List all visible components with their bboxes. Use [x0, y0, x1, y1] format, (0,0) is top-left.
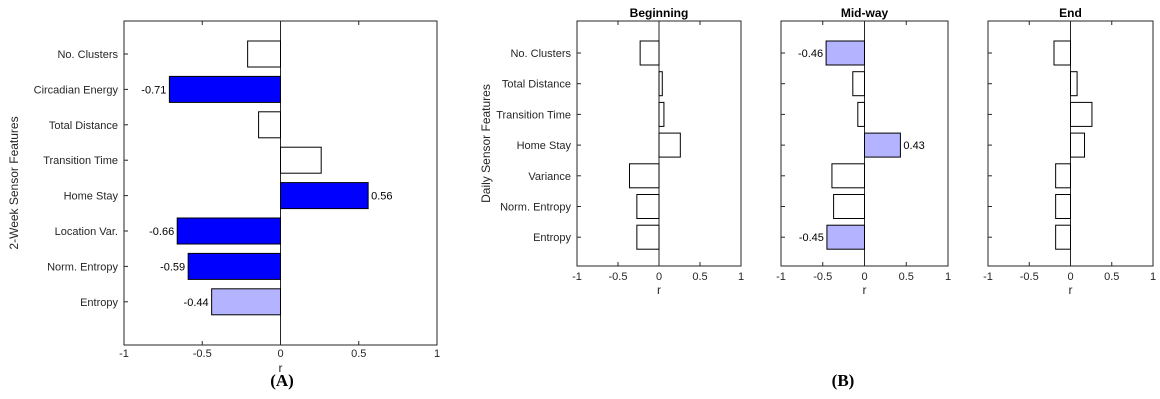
panel-label-a: (A) — [270, 371, 294, 390]
x-tick-label: -1 — [983, 271, 993, 283]
x-tick-label: 0.5 — [1104, 271, 1119, 283]
x-tick-label: -0.5 — [1020, 271, 1039, 283]
x-tick-label: -1 — [572, 271, 582, 283]
x-tick-label: -0.5 — [193, 348, 212, 360]
category-label: Variance — [528, 171, 571, 183]
data-label: 0.56 — [371, 191, 392, 203]
x-tick-label: 0.5 — [351, 348, 366, 360]
bar — [1055, 224, 1072, 250]
x-tick-label: -1 — [776, 271, 786, 283]
x-axis-label: r — [657, 283, 661, 297]
x-tick-label: 0.5 — [692, 271, 707, 283]
category-label: Norm. Entropy — [47, 261, 118, 273]
bar — [1053, 40, 1071, 66]
bar — [857, 101, 866, 127]
data-label: -0.44 — [184, 297, 209, 309]
x-axis-label: r — [863, 283, 867, 297]
bar — [831, 163, 865, 189]
data-label: -0.66 — [149, 226, 174, 238]
x-tick-label: -0.5 — [609, 271, 628, 283]
x-tick-label: -0.5 — [813, 271, 832, 283]
x-axis-label: r — [279, 361, 283, 375]
x-tick-label: 1 — [1150, 271, 1156, 283]
bar — [258, 111, 281, 139]
bar — [280, 182, 369, 210]
panel-title: Beginning — [630, 6, 689, 20]
category-label: Location Var. — [55, 226, 118, 238]
bar — [1055, 163, 1072, 189]
bar — [176, 217, 282, 245]
bar — [636, 194, 660, 219]
x-tick-label: 0 — [861, 271, 867, 283]
x-axis-label: r — [1069, 283, 1073, 297]
data-label: -0.71 — [141, 84, 166, 96]
category-label: Circadian Energy — [34, 84, 119, 96]
category-label: Home Stay — [64, 191, 119, 203]
panel-title: End — [1059, 6, 1082, 20]
data-label: -0.46 — [798, 48, 823, 60]
bar — [628, 163, 660, 189]
bar — [639, 40, 660, 66]
y-axis-label: Daily Sensor Features — [479, 84, 493, 203]
bar — [168, 75, 281, 103]
bar — [280, 146, 322, 174]
bar — [864, 132, 901, 158]
data-label: 0.43 — [903, 140, 924, 152]
category-label: No. Clusters — [510, 48, 571, 60]
category-label: Entropy — [533, 232, 571, 244]
category-label: Home Stay — [517, 140, 572, 152]
chart-panel-b-end: -1 -0.5 0 0.5 1 r End — [983, 6, 1156, 297]
category-label: Entropy — [80, 297, 118, 309]
x-tick-label: 1 — [434, 348, 440, 360]
bar — [852, 71, 865, 97]
data-label: -0.45 — [799, 232, 824, 244]
x-tick-label: 0 — [1067, 271, 1073, 283]
category-label: Transition Time — [496, 109, 571, 121]
chart-panel-a: -1 -0.5 0 0.5 1 r 2-Week Sensor Features No. Cl… — [7, 20, 440, 375]
y-axis-label: 2-Week Sensor Features — [7, 116, 21, 249]
panel-title: Mid-way — [841, 6, 889, 20]
x-tick-label: -1 — [119, 348, 129, 360]
bar — [658, 71, 663, 97]
panel-label-b: (B) — [832, 371, 855, 390]
category-label: No. Clusters — [57, 49, 118, 61]
category-label: Total Distance — [502, 79, 571, 91]
bar — [1070, 71, 1078, 97]
bar — [636, 224, 660, 250]
chart-panel-b-midway: -1 -0.5 0 0.5 1 r Mid-way -0.46 0.43 -0.45 — [776, 6, 951, 297]
x-tick-label: 1 — [738, 271, 744, 283]
bar — [833, 194, 865, 219]
data-label: -0.59 — [160, 261, 185, 273]
bar — [1070, 132, 1086, 158]
x-tick-label: 0 — [277, 348, 283, 360]
x-tick-label: 1 — [945, 271, 951, 283]
bar — [826, 224, 865, 250]
bar — [658, 132, 681, 158]
bar — [187, 252, 281, 280]
category-label: Norm. Entropy — [500, 202, 571, 214]
bar — [1055, 194, 1072, 219]
bar — [211, 288, 281, 316]
bar — [658, 101, 665, 127]
category-label: Total Distance — [49, 120, 118, 132]
bar — [825, 40, 866, 66]
category-label: Transition Time — [43, 155, 118, 167]
bar — [1070, 101, 1093, 127]
bar — [247, 40, 281, 68]
chart-panel-b-beginning: -1 -0.5 0 0.5 1 r Beginning Daily Sensor Featur… — [479, 6, 744, 297]
x-tick-label: 0 — [656, 271, 662, 283]
x-tick-label: 0.5 — [899, 271, 914, 283]
